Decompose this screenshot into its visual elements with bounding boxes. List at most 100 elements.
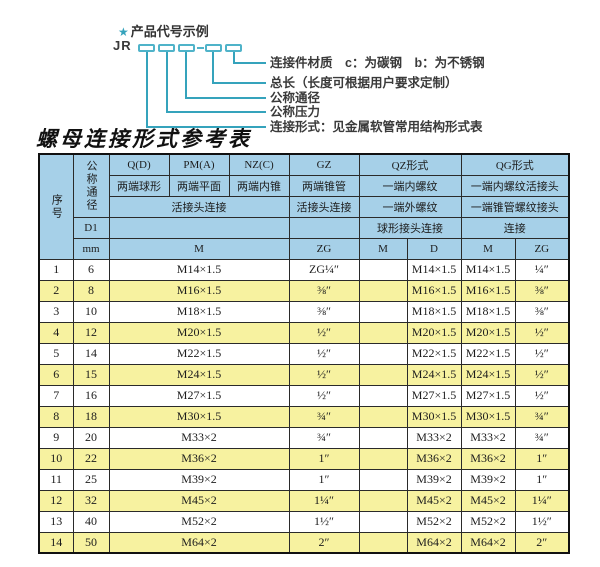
cell-no: 14: [38, 531, 74, 554]
code-box-5: [225, 44, 242, 52]
cell-zg: ½″: [288, 342, 360, 365]
header-blank-cell: [108, 216, 290, 239]
table-row: 6 15 M24×1.5 ½″ M24×1.5 M24×1.5 ½″: [38, 363, 570, 386]
header-unit-zg: ZG: [288, 237, 360, 260]
cell-dn: 22: [72, 447, 110, 470]
code-label-pressure: 公称压力: [270, 105, 321, 119]
cell-m: M64×2: [108, 531, 290, 554]
cell-qz_d: M22×1.5: [406, 342, 462, 365]
header-group-pma: PM(A): [168, 153, 230, 176]
table-row: 14 50 M64×2 2″ M64×2 M64×2 2″: [38, 531, 570, 554]
cell-qg_zg: ½″: [514, 321, 570, 344]
cell-qg_zg: ½″: [514, 363, 570, 386]
cell-qz_m: [358, 531, 408, 554]
cell-dn: 25: [72, 468, 110, 491]
cell-dn: 8: [72, 279, 110, 302]
table-row: 7 16 M27×1.5 ½″ M27×1.5 M27×1.5 ½″: [38, 384, 570, 407]
cell-no: 11: [38, 468, 74, 491]
cell-zg: 1½″: [288, 510, 360, 533]
table-row: 11 25 M39×2 1″ M39×2 M39×2 1″: [38, 468, 570, 491]
cell-qg_zg: ¼″: [514, 258, 570, 281]
cell-qz_m: [358, 342, 408, 365]
cell-zg: ¾″: [288, 426, 360, 449]
cell-qg_m: M36×2: [460, 447, 516, 470]
header-unit-mm: mm: [72, 237, 110, 260]
cell-m: M36×2: [108, 447, 290, 470]
cell-qg_m: M39×2: [460, 468, 516, 491]
cell-dn: 50: [72, 531, 110, 554]
cell-qz_m: [358, 447, 408, 470]
cell-no: 9: [38, 426, 74, 449]
cell-no: 10: [38, 447, 74, 470]
header-qz-external: 一端外螺纹: [358, 195, 462, 218]
cell-m: M39×2: [108, 468, 290, 491]
table-body: 1 6 M14×1.5 ZG¼″ M14×1.5 M14×1.5 ¼″ 2 8 M16×1.5 ⅜″…: [38, 258, 570, 554]
cell-m: M20×1.5: [108, 321, 290, 344]
cell-no: 8: [38, 405, 74, 428]
connector-line: [146, 126, 266, 128]
cell-qz_d: M36×2: [406, 447, 462, 470]
cell-qz_m: [358, 405, 408, 428]
cell-qg_m: M16×1.5: [460, 279, 516, 302]
connector-line: [166, 52, 168, 112]
cell-no: 5: [38, 342, 74, 365]
header-blank-cell: [288, 216, 360, 239]
cell-qz_d: M24×1.5: [406, 363, 462, 386]
cell-dn: 6: [72, 258, 110, 281]
header-union-gz: 活接头连接: [288, 195, 360, 218]
cell-zg: 1″: [288, 468, 360, 491]
header-sub-qd: 两端球形: [108, 174, 170, 197]
cell-qg_m: M30×1.5: [460, 405, 516, 428]
cell-qg_zg: 1″: [514, 468, 570, 491]
header-group-qg: QG形式: [460, 153, 570, 176]
table-row: 2 8 M16×1.5 ⅜″ M16×1.5 M16×1.5 ⅜″: [38, 279, 570, 302]
cell-m: M18×1.5: [108, 300, 290, 323]
cell-dn: 14: [72, 342, 110, 365]
cell-qz_m: [358, 300, 408, 323]
code-prefix: JR: [113, 38, 132, 53]
cell-qz_d: M64×2: [406, 531, 462, 554]
cell-qz_d: M14×1.5: [406, 258, 462, 281]
cell-qg_zg: 1″: [514, 447, 570, 470]
cell-zg: ½″: [288, 363, 360, 386]
header-unit-m: M: [108, 237, 290, 260]
table-row: 8 18 M30×1.5 ¾″ M30×1.5 M30×1.5 ¾″: [38, 405, 570, 428]
cell-qg_zg: ½″: [514, 342, 570, 365]
header-qg-taper: 一端锥管螺纹接头: [460, 195, 570, 218]
header-union-left: 活接头连接: [108, 195, 290, 218]
connector-line: [212, 52, 214, 83]
cell-m: M52×2: [108, 510, 290, 533]
header-serial: 序号: [38, 153, 74, 260]
header-unit-qg-m: M: [460, 237, 516, 260]
cell-no: 13: [38, 510, 74, 533]
header-nominal-diameter: 公称通径: [72, 153, 110, 218]
header-group-qd: Q(D): [108, 153, 170, 176]
cell-qz_m: [358, 279, 408, 302]
cell-qg_m: M24×1.5: [460, 363, 516, 386]
cell-qz_m: [358, 510, 408, 533]
header-sub-gz: 两端锥管: [288, 174, 360, 197]
table-row: 1 6 M14×1.5 ZG¼″ M14×1.5 M14×1.5 ¼″: [38, 258, 570, 281]
cell-qz_m: [358, 363, 408, 386]
connector-line: [212, 82, 266, 84]
cell-dn: 15: [72, 363, 110, 386]
cell-qz_d: M16×1.5: [406, 279, 462, 302]
cell-m: M33×2: [108, 426, 290, 449]
cell-m: M16×1.5: [108, 279, 290, 302]
code-label-diameter: 公称通径: [270, 91, 321, 105]
connector-line: [185, 52, 187, 98]
cell-no: 4: [38, 321, 74, 344]
cell-dn: 16: [72, 384, 110, 407]
cell-qg_m: M14×1.5: [460, 258, 516, 281]
cell-qg_zg: ½″: [514, 384, 570, 407]
header-unit-qz-d: D: [406, 237, 462, 260]
cell-zg: ½″: [288, 384, 360, 407]
table-row: 5 14 M22×1.5 ½″ M22×1.5 M22×1.5 ½″: [38, 342, 570, 365]
header-unit-qg-zg: ZG: [514, 237, 570, 260]
cell-qg_zg: ¾″: [514, 426, 570, 449]
header-d1: D1: [72, 216, 110, 239]
cell-qg_zg: 2″: [514, 531, 570, 554]
diagram-title-text: 产品代号示例: [130, 24, 209, 39]
cell-qg_m: M27×1.5: [460, 384, 516, 407]
connector-line: [185, 97, 266, 99]
